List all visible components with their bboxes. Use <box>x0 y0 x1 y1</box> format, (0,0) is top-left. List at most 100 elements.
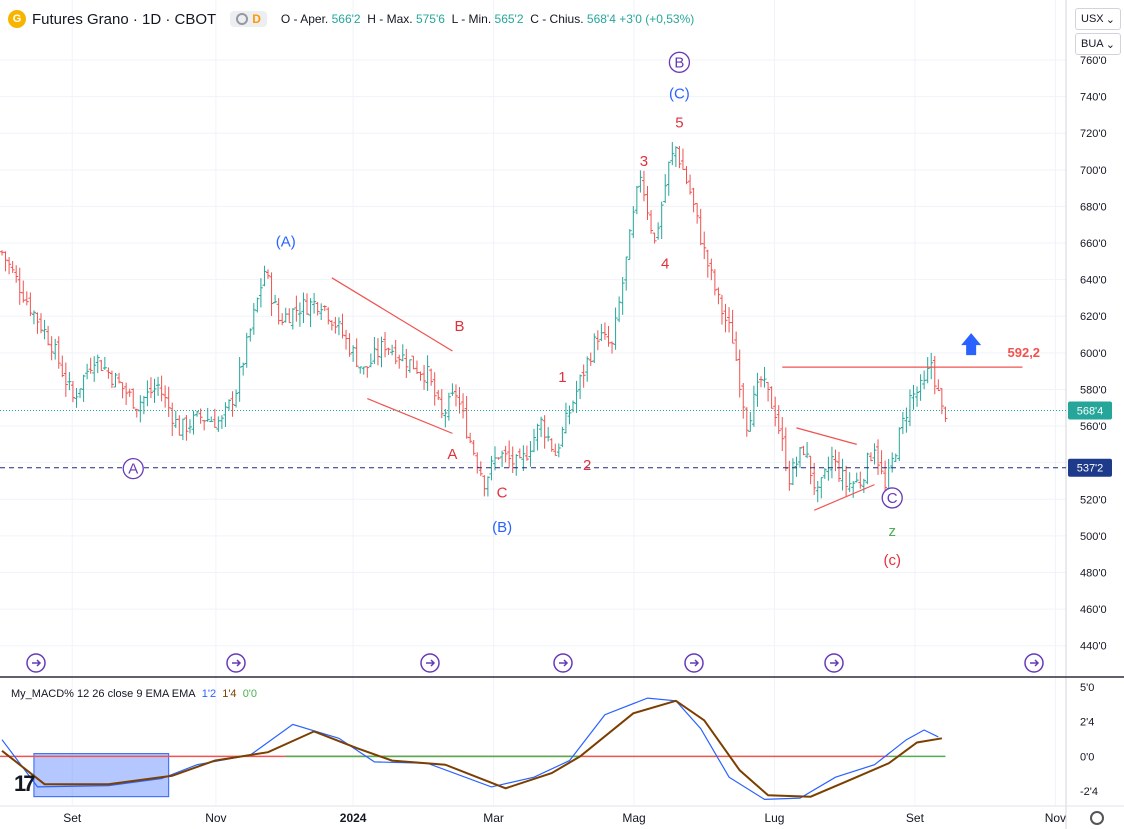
price-tick-label: 560'0 <box>1080 421 1107 433</box>
ohlc-bar <box>851 480 856 498</box>
chevron-down-icon: ⌄ <box>1105 38 1115 51</box>
ohlc-bar <box>620 277 625 315</box>
trendline <box>813 484 875 511</box>
ohlc-bar <box>305 293 310 315</box>
ohlc-bar <box>663 174 668 204</box>
close-value: 568'4 <box>586 12 616 26</box>
ohlc-bar <box>187 419 192 434</box>
delay-flag: D <box>252 12 261 26</box>
ohlc-bar <box>925 357 930 384</box>
ohlc-bar <box>212 408 217 428</box>
ohlc-bar <box>230 391 235 417</box>
ohlc-bar <box>532 428 536 453</box>
tradingview-logo-icon[interactable]: 17 <box>14 771 36 796</box>
ohlc-bar <box>106 367 111 379</box>
ohlc-bar <box>446 392 451 421</box>
ohlc-bar <box>709 258 714 281</box>
ohlc-bar <box>383 332 388 358</box>
ohlc-bar <box>517 448 522 459</box>
ohlc-bar <box>872 443 877 465</box>
ohlc-bar <box>258 278 263 308</box>
price-tick-label: 680'0 <box>1080 201 1107 213</box>
ohlc-bar <box>134 408 139 418</box>
ohlc-bar <box>837 451 842 482</box>
ohlc-bar <box>273 294 278 304</box>
ohlc-bar <box>741 382 746 419</box>
ohlc-bar <box>638 170 643 193</box>
ohlc-bar <box>567 405 572 425</box>
ohlc-bar <box>503 445 508 463</box>
ohlc-bar <box>688 174 693 195</box>
wave-label: 3 <box>640 153 648 170</box>
ohlc-bar <box>907 389 912 427</box>
unit-select[interactable]: BUA ⌄ <box>1075 33 1121 55</box>
ohlc-bar <box>223 402 228 427</box>
wave-label-circle <box>881 487 903 509</box>
event-marker-icon <box>824 653 844 673</box>
ohlc-bar <box>365 366 370 378</box>
wave-label-circle <box>122 457 144 480</box>
ohlc-bar <box>368 353 373 368</box>
ohlc-bar <box>939 388 944 415</box>
ohlc-bar <box>861 478 866 494</box>
ohlc-readout: O - Aper. 566'2 H - Max. 575'6 L - Min. … <box>281 12 694 26</box>
resistance-label: 592,2 <box>1008 345 1041 360</box>
ohlc-bar <box>31 310 36 325</box>
macd-header[interactable]: My_MACD% 12 26 close 9 EMA EMA 1'2 1'4 0… <box>11 688 257 700</box>
visibility-toggle[interactable]: D <box>230 11 267 27</box>
ohlc-bar <box>117 372 122 384</box>
ohlc-bar <box>404 348 409 379</box>
event-marker-icon <box>420 653 440 673</box>
ohlc-bar <box>49 336 54 361</box>
ohlc-bar <box>85 363 90 380</box>
ohlc-bar <box>63 362 68 397</box>
settings-gear-icon[interactable] <box>1090 811 1104 825</box>
ohlc-bar <box>677 146 682 169</box>
ohlc-bar <box>248 328 253 342</box>
ohlc-bar <box>716 287 721 305</box>
ohlc-bar <box>148 377 153 398</box>
wave-label: (C) <box>669 85 690 102</box>
event-marker-icon <box>553 653 573 673</box>
ohlc-bar <box>890 452 895 473</box>
ohlc-bar <box>287 308 292 324</box>
macd-tick-label: 2'4 <box>1080 717 1094 729</box>
symbol-title[interactable]: Futures Grano · 1D · CBOT <box>32 10 217 28</box>
ohlc-bar <box>379 336 384 368</box>
currency-select[interactable]: USX ⌄ <box>1075 8 1121 30</box>
ohlc-bar <box>109 370 114 389</box>
open-label: O - Aper. <box>280 12 329 26</box>
ohlc-bar <box>70 380 75 403</box>
ohlc-bar <box>14 265 19 283</box>
last-price-label: 568'4 <box>1077 406 1104 418</box>
ohlc-bar <box>790 458 795 486</box>
ohlc-bar <box>705 249 710 278</box>
wave-label: (B) <box>492 519 512 536</box>
event-marker-icon <box>226 653 246 673</box>
ohlc-bar <box>471 439 476 456</box>
ohlc-bar <box>322 305 327 312</box>
event-marker-arrow <box>232 659 242 667</box>
event-marker-arrow <box>426 659 436 667</box>
ohlc-bar <box>131 388 136 409</box>
ohlc-bar <box>400 344 405 362</box>
price-tick-label: 760'0 <box>1080 55 1107 67</box>
ohlc-bar <box>645 185 650 220</box>
ohlc-bar <box>443 409 448 428</box>
dashed-level-tag <box>1068 458 1112 477</box>
price-tick-label: 700'0 <box>1080 165 1107 177</box>
ohlc-bar <box>336 317 341 336</box>
ohlc-bar <box>539 416 544 438</box>
ohlc-bar <box>943 406 948 422</box>
ohlc-bar <box>702 231 707 260</box>
signal-line <box>1 699 943 798</box>
ohlc-bar <box>478 461 483 477</box>
ohlc-bar <box>99 359 104 372</box>
ohlc-bar <box>798 447 802 468</box>
ohlc-bar <box>156 376 161 396</box>
ohlc-bar <box>553 443 558 456</box>
chart-header: G Futures Grano · 1D · CBOT D O - Aper. … <box>8 8 694 30</box>
ohlc-bar <box>237 356 242 402</box>
ohlc-bar <box>652 232 657 244</box>
